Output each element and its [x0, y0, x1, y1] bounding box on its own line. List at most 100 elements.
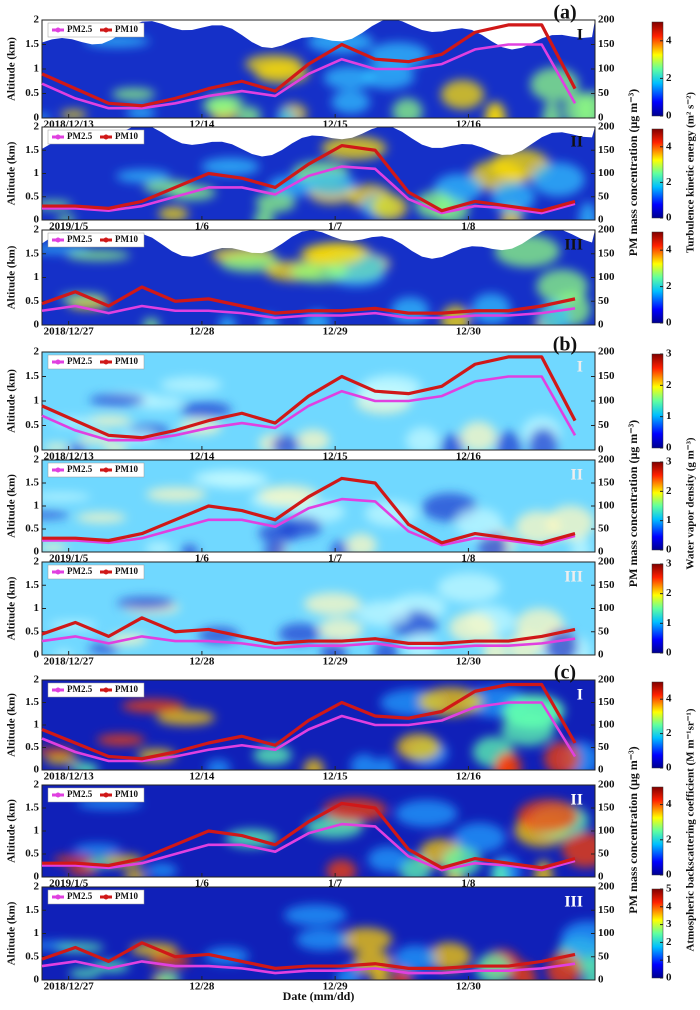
y-tick-label: 1.5 [25, 247, 39, 259]
y-tick-label: 2 [34, 881, 40, 893]
y2-tick-label: 50 [598, 741, 610, 753]
field-blob [69, 968, 100, 979]
x-tick-label: 12/28 [189, 981, 215, 993]
field-blob [96, 733, 146, 746]
y-axis-label: Altitude (km) [6, 245, 18, 309]
y-tick-label: 0 [34, 871, 40, 883]
legend-label: PM10 [115, 566, 138, 576]
y2-tick-label: 50 [598, 419, 610, 431]
x-tick-label: 12/29 [323, 656, 349, 668]
y-tick-label: 0 [34, 974, 40, 986]
y-tick-label: 0 [34, 214, 40, 226]
colorbar-tick-label: 2 [666, 936, 672, 948]
field-blob [440, 434, 464, 450]
legend-box [47, 682, 145, 698]
y2-tick-label: 150 [598, 247, 615, 259]
field-blob [321, 640, 347, 655]
pm-line [41, 285, 576, 315]
colorbar-tick-label: 4 [666, 244, 672, 256]
field-blob [300, 243, 365, 266]
field-blob [517, 799, 579, 833]
field-blob [220, 253, 282, 273]
legend-label: PM2.5 [67, 234, 93, 244]
field-blob [253, 209, 275, 220]
pm-line [41, 304, 576, 320]
y2-tick-label: 100 [598, 167, 615, 179]
y2-tick-label: 100 [598, 927, 615, 939]
field-blob [263, 541, 286, 552]
field-blob [579, 202, 595, 220]
field-blob [367, 846, 409, 872]
field-blob [396, 733, 441, 761]
pm-line [42, 144, 576, 213]
field-blob [494, 753, 514, 770]
field-blob [582, 961, 595, 980]
pm-line [41, 616, 576, 645]
y-tick-label: 2 [34, 674, 40, 686]
y-tick-label: 2 [34, 346, 40, 358]
y2-tick-label: 150 [598, 802, 615, 814]
y-tick-label: 0.5 [25, 190, 39, 202]
pm-line [41, 701, 577, 763]
y-tick-label: 1.5 [25, 802, 39, 814]
field-blob [121, 699, 185, 713]
y2-tick-label: 200 [598, 346, 615, 358]
y2-tick-label: 50 [598, 848, 610, 860]
legend-box [47, 462, 145, 478]
y-tick-label: 1.5 [25, 696, 39, 708]
field-blob [455, 508, 503, 539]
field-blob [192, 469, 259, 488]
colorbar-tick-label: 2 [666, 485, 672, 497]
pm-line [41, 635, 576, 650]
pm-line [41, 355, 577, 440]
y-tick-label: 1 [34, 63, 40, 75]
field-blob [146, 487, 207, 502]
field-blob [44, 443, 70, 450]
field-blob [69, 762, 95, 770]
field-blob [42, 510, 70, 520]
field-blob [88, 643, 120, 655]
y-tick-label: 0 [34, 764, 40, 776]
pm-line [42, 822, 576, 872]
field-blob [245, 54, 303, 75]
field-blob [145, 541, 173, 552]
y2-tick-label: 100 [598, 395, 615, 407]
legend-marker [55, 467, 61, 473]
field-blob [73, 843, 121, 855]
x-axis-label: Date (mm/dd) [283, 989, 355, 1003]
y2-tick-label: 150 [598, 370, 615, 382]
panel-label: I [577, 27, 583, 44]
colorbar [651, 353, 664, 449]
legend-label: PM2.5 [67, 684, 93, 694]
field-blob [339, 927, 393, 952]
colorbar [651, 461, 664, 551]
legend-box [47, 889, 145, 905]
panel-label: II [571, 792, 583, 809]
colorbar [651, 128, 664, 219]
legend-box [47, 787, 145, 803]
panel-label: II [571, 134, 583, 151]
pm-line [41, 375, 577, 442]
no-data-region [42, 230, 595, 259]
y-tick-label: 2 [34, 779, 40, 791]
field-blob [66, 444, 88, 450]
y2-tick-label: 50 [598, 625, 610, 637]
field-blob [92, 960, 130, 973]
y-tick-label: 2 [34, 121, 40, 133]
y2-tick-label: 0 [598, 649, 604, 661]
legend-box [47, 22, 145, 38]
field-blob [496, 431, 522, 450]
colorbar-tick-label: 3 [666, 558, 672, 570]
x-tick-label: 12/30 [456, 326, 482, 338]
y-tick-label: 0.5 [25, 848, 39, 860]
y2-tick-label: 150 [598, 144, 615, 156]
panel-label: III [564, 894, 583, 911]
field-blob [440, 79, 485, 110]
field-blob [542, 100, 561, 118]
field-blob [60, 109, 87, 118]
field-blob [395, 799, 458, 828]
field-blob [303, 592, 362, 616]
field-blobs [49, 572, 591, 655]
legend-marker [103, 134, 109, 140]
field-blob [375, 756, 396, 770]
